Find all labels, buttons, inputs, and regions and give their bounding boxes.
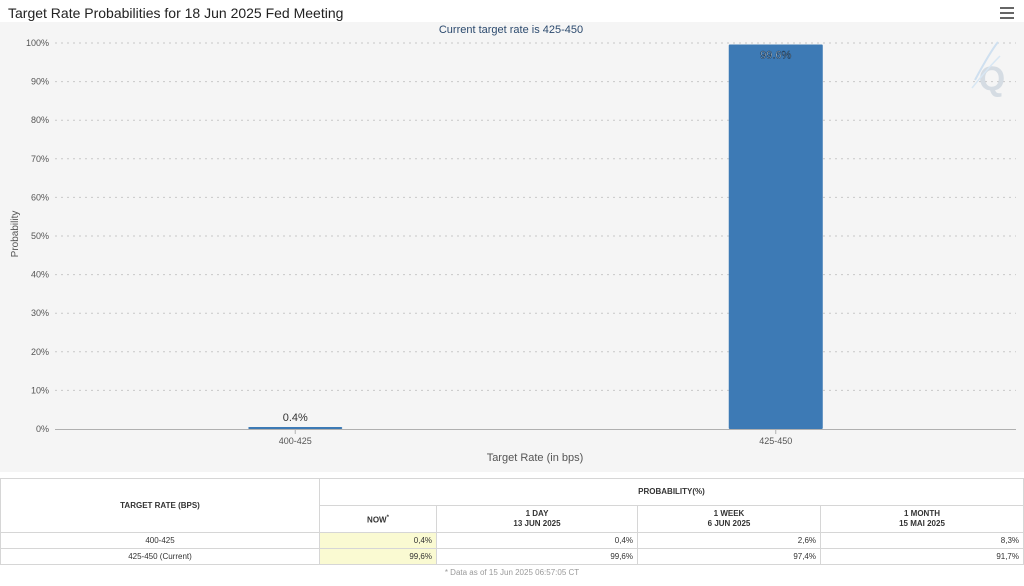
week-cell: 2,6% <box>637 532 821 549</box>
y-tick-label: 30% <box>31 308 49 318</box>
q-watermark-icon: Q <box>971 41 1005 98</box>
bar[interactable] <box>728 44 823 429</box>
header-probability: PROBABILITY(%) <box>319 478 1024 506</box>
table-row: 400-425 0,4% 0,4% 2,6% 8,3% <box>0 532 1024 549</box>
y-tick-label: 80% <box>31 115 49 125</box>
header-1-week: 1 WEEK 6 JUN 2025 <box>637 505 821 533</box>
y-tick-label: 50% <box>31 231 49 241</box>
y-tick-label: 20% <box>31 347 49 357</box>
data-timestamp-note: * Data as of 15 Jun 2025 06:57:05 CT <box>444 568 580 577</box>
data-label: 0.4% <box>283 412 308 424</box>
week-cell: 97,4% <box>637 548 821 565</box>
day-cell: 0,4% <box>436 532 638 549</box>
bar[interactable] <box>248 427 343 429</box>
now-cell: 0,4% <box>319 532 437 549</box>
y-tick-label: 90% <box>31 77 49 87</box>
y-axis-title: Probability <box>10 211 21 258</box>
probability-table-container: TARGET RATE (BPS) PROBABILITY(%) NOW* 1 … <box>0 478 1024 580</box>
rate-cell: 400-425 <box>0 532 320 549</box>
header-target-rate: TARGET RATE (BPS) <box>0 478 320 533</box>
y-tick-label: 10% <box>31 385 49 395</box>
data-label: 99.6% <box>760 50 791 62</box>
y-tick-label: 70% <box>31 154 49 164</box>
day-cell: 99,6% <box>436 548 638 565</box>
x-axis-title: Target Rate (in bps) <box>487 452 584 464</box>
probability-table: TARGET RATE (BPS) PROBABILITY(%) NOW* 1 … <box>0 478 1024 565</box>
hamburger-menu-icon[interactable] <box>1000 7 1014 19</box>
y-tick-label: 100% <box>26 38 49 48</box>
month-cell: 91,7% <box>820 548 1024 565</box>
month-cell: 8,3% <box>820 532 1024 549</box>
page-title: Target Rate Probabilities for 18 Jun 202… <box>8 5 344 21</box>
y-tick-label: 0% <box>36 424 49 434</box>
bar-chart: Current target rate is 425-450 0% 10% 20% 3… <box>10 24 1016 464</box>
table-row: 425-450 (Current) 99,6% 99,6% 97,4% 91,7… <box>0 548 1024 565</box>
y-tick-label: 60% <box>31 192 49 202</box>
header-now: NOW* <box>319 505 437 533</box>
chart-area: Current target rate is 425-450 0% 10% 20% 3… <box>0 22 1024 472</box>
rate-cell: 425-450 (Current) <box>0 548 320 565</box>
now-cell: 99,6% <box>319 548 437 565</box>
x-tick-label: 425-450 <box>759 436 792 446</box>
chart-subtitle: Current target rate is 425-450 <box>439 24 583 36</box>
header-1-month: 1 MONTH 15 MAI 2025 <box>820 505 1024 533</box>
header-1-day: 1 DAY 13 JUN 2025 <box>436 505 638 533</box>
x-tick-label: 400-425 <box>279 436 312 446</box>
y-tick-label: 40% <box>31 270 49 280</box>
